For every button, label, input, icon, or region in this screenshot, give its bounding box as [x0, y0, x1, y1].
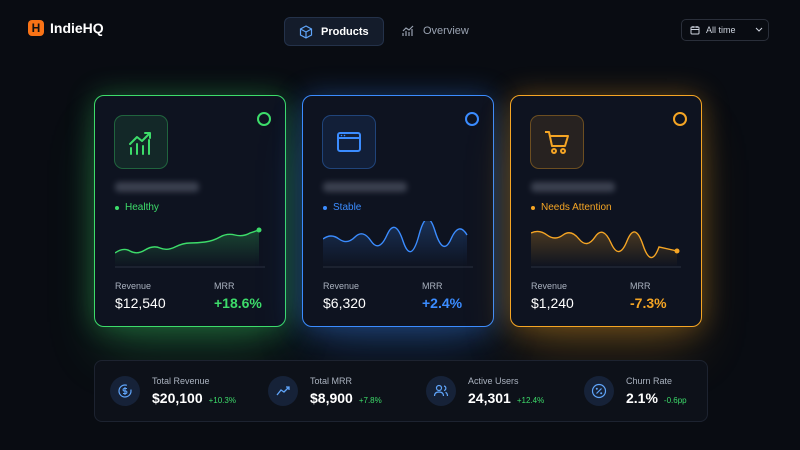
sparkline	[115, 227, 265, 268]
tab-label: Products	[321, 25, 369, 38]
status-text: Healthy	[125, 202, 159, 213]
tab-overview[interactable]: Overview	[387, 17, 483, 44]
icon	[129, 132, 151, 155]
revenue-label: Revenue	[531, 281, 568, 291]
stats-bar: Total Revenue $20,100 +10.3% Total MRR $8…	[94, 360, 708, 422]
revenue-value: $6,320	[323, 295, 366, 311]
stat-change: +10.3%	[208, 396, 236, 405]
icon	[118, 384, 132, 398]
revenue-label: Revenue	[323, 281, 360, 291]
tab-label: Overview	[423, 24, 469, 37]
mrr-value: +18.6%	[214, 295, 262, 311]
stat-icon	[584, 376, 614, 406]
stat-icon	[110, 376, 140, 406]
icon	[545, 131, 569, 154]
stat-label: Active Users	[468, 376, 519, 386]
stat-value-row: 24,301 +12.4%	[468, 390, 544, 406]
revenue-value: $12,540	[115, 295, 166, 311]
product-card[interactable]: Stable Revenue $6,320 MRR +2.4%	[302, 95, 494, 327]
status: Healthy	[115, 202, 159, 213]
chevron	[755, 27, 763, 32]
stat: Churn Rate 2.1% -0.6pp	[569, 361, 722, 421]
blurred-name	[531, 182, 615, 192]
stat-value-row: $8,900 +7.8%	[310, 390, 382, 406]
stat-value: 24,301	[468, 390, 511, 406]
sparkline	[323, 221, 473, 268]
product-icon	[322, 115, 376, 169]
revenue-value: $1,240	[531, 295, 574, 311]
stat-change: +12.4%	[516, 396, 545, 405]
stat: Active Users 24,301 +12.4%	[411, 361, 564, 421]
icon	[433, 384, 449, 397]
stat-value: 2.1%	[626, 390, 658, 406]
brand[interactable]: H IndieHQ	[28, 20, 104, 36]
status-text: Needs Attention	[541, 202, 612, 213]
status-text: Stable	[333, 202, 362, 213]
range-dropdown[interactable]: All time	[681, 19, 769, 41]
product-card[interactable]: Healthy Revenue $12,540 MRR +18.6%	[94, 95, 286, 327]
mrr-label: MRR	[422, 281, 443, 291]
blurred-name	[323, 182, 407, 192]
mrr-label: MRR	[214, 281, 235, 291]
product-icon	[530, 115, 584, 169]
range-label: All time	[706, 25, 736, 35]
stat-icon	[268, 376, 298, 406]
icon	[276, 386, 290, 396]
stat-value-row: 2.1% -0.6pp	[626, 390, 687, 406]
stat-label: Total MRR	[310, 376, 353, 386]
stat-value: $20,100	[152, 390, 203, 406]
product-card[interactable]: Needs Attention Revenue $1,240 MRR -7.3%	[510, 95, 702, 327]
stat-label: Churn Rate	[626, 376, 673, 386]
sparkline	[531, 230, 681, 268]
stat-change: +7.8%	[358, 396, 382, 405]
brand-name: IndieHQ	[50, 20, 104, 36]
status-indicator	[257, 112, 271, 126]
status: Stable	[323, 202, 361, 213]
stat: Total Revenue $20,100 +10.3%	[95, 361, 248, 421]
logo: H	[28, 20, 44, 36]
mrr-value: -7.3%	[630, 295, 667, 311]
stat-icon	[426, 376, 456, 406]
stat: Total MRR $8,900 +7.8%	[253, 361, 406, 421]
product-icon	[114, 115, 168, 169]
revenue-label: Revenue	[115, 281, 152, 291]
tab-icon	[402, 25, 414, 36]
tab-icon	[299, 24, 313, 39]
stat-change: -0.6pp	[663, 396, 687, 405]
mrr-value: +2.4%	[422, 295, 463, 311]
calendar-icon	[690, 26, 700, 35]
status-indicator	[673, 112, 687, 126]
stat-label: Total Revenue	[152, 376, 210, 386]
stat-value: $8,900	[310, 390, 353, 406]
stat-value-row: $20,100 +10.3%	[152, 390, 236, 406]
icon	[591, 383, 607, 399]
mrr-label: MRR	[630, 281, 651, 291]
status-indicator	[465, 112, 479, 126]
blurred-name	[115, 182, 199, 192]
tab-products[interactable]: Products	[284, 17, 384, 46]
status: Needs Attention	[531, 202, 612, 213]
icon	[337, 132, 361, 152]
